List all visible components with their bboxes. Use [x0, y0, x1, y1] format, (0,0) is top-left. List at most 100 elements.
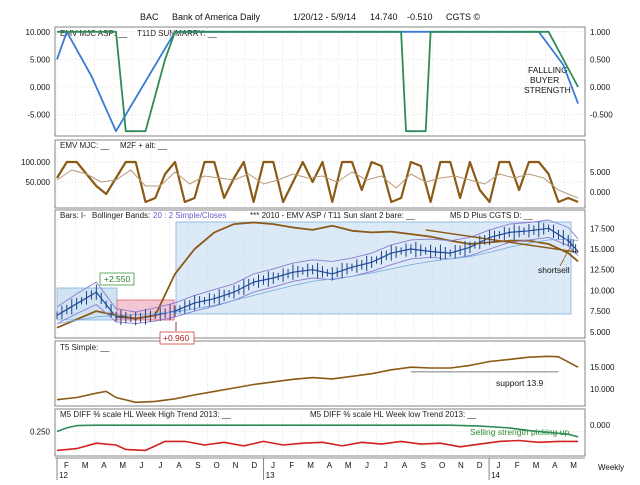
month-tick-label: N	[233, 461, 239, 470]
header-dates: 1/20/12 - 5/9/14	[293, 12, 356, 22]
right-tick-label: 1.000	[590, 28, 611, 37]
panel1-label-2: T11D SUNMARRY: __	[137, 29, 217, 38]
high-label-text: +2.550	[104, 274, 131, 284]
month-tick-label: O	[439, 461, 445, 470]
panel3-label-2: Bollinger Bands:	[92, 211, 150, 220]
header-change: -0.510	[407, 12, 433, 22]
high-label-box	[99, 272, 135, 286]
panel-frame-price	[54, 209, 586, 339]
left-tick-label: 0.000	[30, 83, 51, 92]
panel3-labels: Bars: I- Bollinger Bands: 20 : 2 Simple/…	[60, 211, 533, 220]
panel3-label-3: 20 : 2 Simple/Closes	[153, 211, 226, 220]
panel5-label-2: M5 DIFF % scale HL Week low Trend 2013: …	[310, 410, 477, 419]
emv-asp-series-line	[57, 30, 579, 133]
left-tick-label: 10.000	[26, 28, 51, 37]
high-label: +2.550	[99, 272, 135, 286]
year-tick-label: 13	[266, 471, 275, 480]
right-tick-label: 17.500	[590, 224, 615, 233]
panel2-labels: EMV MJC: __ M2F + alt: __	[60, 141, 167, 150]
month-tick-label: A	[101, 461, 107, 470]
month-tick-label: A	[176, 461, 182, 470]
month-tick-label: M	[345, 461, 352, 470]
emv-mjc-series-line	[56, 169, 579, 199]
month-tick-label: J	[365, 461, 369, 470]
year-tick-label: 14	[491, 471, 500, 480]
month-tick-label: M	[119, 461, 126, 470]
panel1-label-1: EMV MJC ASP: __	[60, 29, 128, 38]
low-label: +0.960	[159, 322, 195, 345]
panel3-label-4: *** 2010 - EMV ASP / T11 Sun slant 2 bar…	[250, 211, 416, 220]
right-tick-label: 0.000	[590, 421, 611, 430]
frequency-label: Weekly	[598, 463, 624, 472]
support-label: support 13.9	[496, 378, 544, 388]
panel-frame-m5	[54, 408, 586, 457]
panel-frame-emv-asp	[54, 26, 586, 137]
t5-series-line	[56, 355, 579, 404]
header-brand: CGTS ©	[446, 12, 481, 22]
month-tick-label: F	[64, 461, 69, 470]
month-tick-label: D	[251, 461, 257, 470]
month-tick-label: O	[214, 461, 220, 470]
axis-ticks: 10.000 5.000 0.000 -5.000 1.000 0.500 0.000 -0.…	[21, 28, 615, 437]
emv-mjc-series-line	[56, 160, 579, 204]
month-tick-label: F	[515, 461, 520, 470]
emv-asp-series-line	[56, 30, 579, 133]
header-symbol: BAC	[140, 12, 159, 22]
year-tick-label: 12	[59, 471, 68, 480]
buyer-strength-annotation: FALLLING BUYER STRENGTH	[524, 65, 571, 95]
buyer-strength-line-3: STRENGTH	[524, 85, 571, 95]
panel3-label-5: M5 D Plus CGTS D: __	[450, 211, 533, 220]
panel2-label-1: EMV MJC: __	[60, 141, 110, 150]
panel2-label-2: M2F + alt: __	[120, 141, 167, 150]
left-tick-label: 0.250	[30, 428, 51, 437]
right-tick-label: 0.000	[590, 188, 611, 197]
month-tick-label: F	[289, 461, 294, 470]
shortsell-label: shortsell	[538, 265, 570, 275]
month-tick-label: S	[195, 461, 200, 470]
month-tick-label: J	[271, 461, 275, 470]
right-tick-label: -0.500	[590, 111, 613, 120]
left-tick-label: 100.000	[21, 158, 50, 167]
month-tick-label: M	[82, 461, 89, 470]
right-tick-label: 10.000	[590, 385, 615, 394]
right-tick-label: 0.000	[590, 83, 611, 92]
right-tick-label: 5.000	[590, 168, 611, 177]
panel1-labels: EMV MJC ASP: __ T11D SUNMARRY: __	[60, 29, 217, 38]
panel5-labels: M5 DIFF % scale HL Week High Trend 2013:…	[60, 410, 477, 419]
right-tick-label: 10.000	[590, 286, 615, 295]
panel-frames	[54, 26, 586, 457]
month-tick-label: S	[421, 461, 426, 470]
month-tick-label: A	[402, 461, 408, 470]
left-tick-label: -5.000	[27, 111, 50, 120]
panel3-label-1: Bars: I-	[60, 211, 86, 220]
right-tick-label: 15.000	[590, 245, 615, 254]
selling-strength-label: Selling strength picking up	[470, 427, 570, 437]
month-tick-label: J	[384, 461, 388, 470]
price-bars	[56, 221, 577, 326]
month-tick-label: J	[140, 461, 144, 470]
month-tick-label: D	[477, 461, 483, 470]
m5-series-line	[56, 424, 579, 438]
month-tick-label: M	[570, 461, 577, 470]
header-last: 14.740	[370, 12, 398, 22]
right-tick-label: 12.500	[590, 266, 615, 275]
month-tick-label: M	[533, 461, 540, 470]
header-name: Bank of America Daily	[172, 12, 261, 22]
right-tick-label: 7.500	[590, 307, 611, 316]
low-label-text: +0.960	[163, 333, 190, 343]
right-tick-label: 5.000	[590, 328, 611, 337]
low-label-box	[159, 331, 195, 345]
month-tick-label: N	[458, 461, 464, 470]
month-tick-label: A	[327, 461, 333, 470]
panel5-label-1: M5 DIFF % scale HL Week High Trend 2013:…	[60, 410, 231, 419]
panel4-label-1: T5 Simple: __	[60, 343, 110, 352]
left-tick-label: 5.000	[30, 55, 51, 64]
x-axis: F M A M J J A S O N D J F M A M J J A S O N D J F M A M 12 13 14 Weekly	[55, 457, 624, 480]
buyer-strength-line-2: BUYER	[530, 75, 559, 85]
left-tick-label: 50.000	[26, 178, 51, 187]
panel-frame-emv-mjc	[54, 139, 586, 209]
month-tick-label: M	[307, 461, 314, 470]
price-trend-line	[425, 229, 579, 253]
month-tick-label: J	[158, 461, 162, 470]
